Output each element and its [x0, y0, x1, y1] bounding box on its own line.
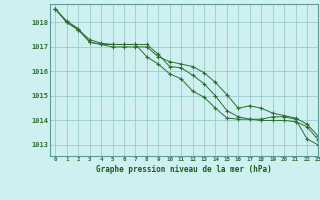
X-axis label: Graphe pression niveau de la mer (hPa): Graphe pression niveau de la mer (hPa) — [96, 165, 272, 174]
